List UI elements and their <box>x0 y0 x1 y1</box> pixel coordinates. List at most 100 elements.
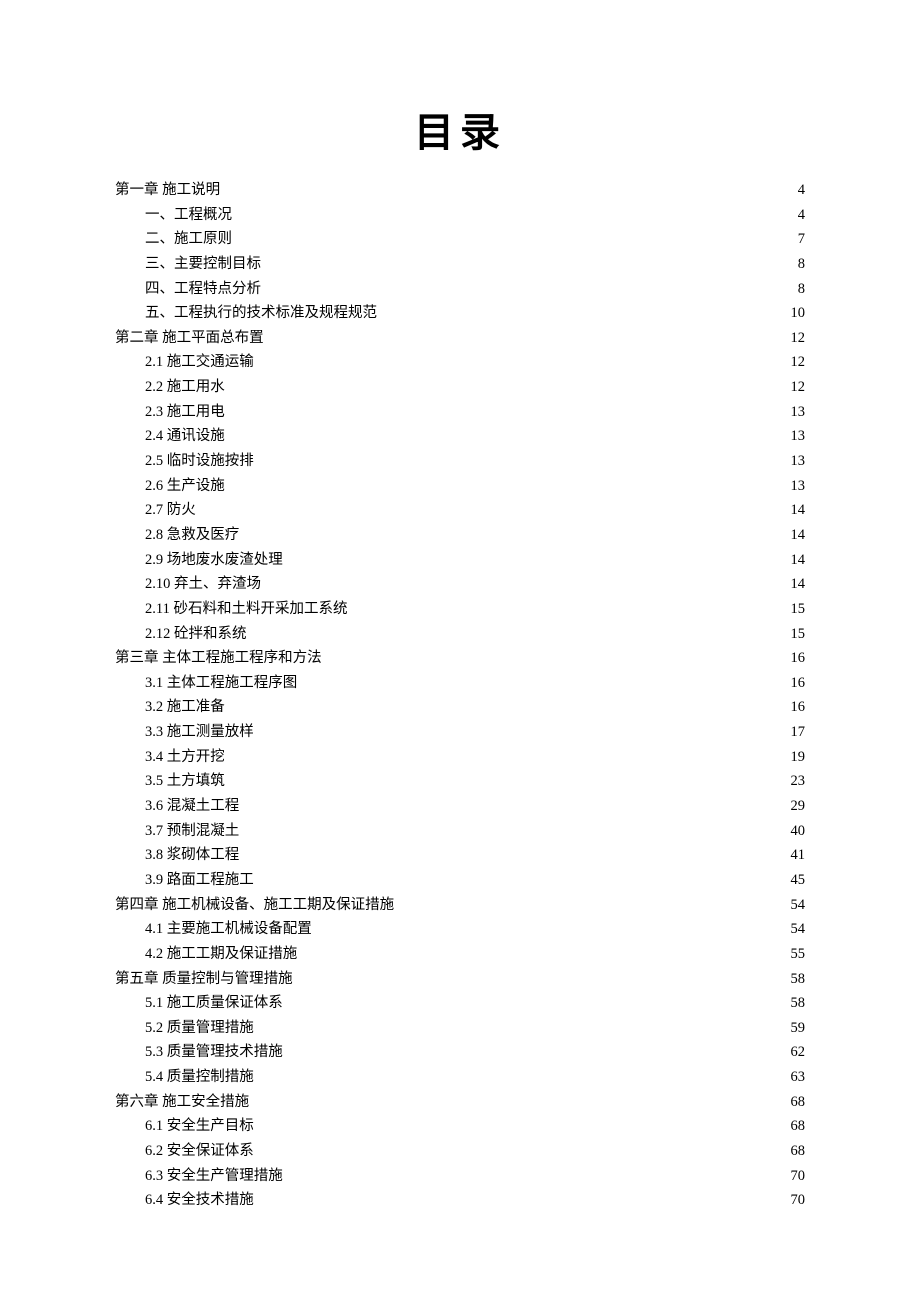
toc-entry-page: 23 <box>791 769 806 794</box>
toc-entry-label: 2.10 弃土、弃渣场 <box>145 572 261 597</box>
toc-entry-label: 四、工程特点分析 <box>145 277 261 302</box>
toc-entry-label: 第一章 施工说明 <box>115 178 220 203</box>
toc-entry: 第六章 施工安全措施 68 <box>115 1090 805 1115</box>
toc-entry: 一、工程概况 4 <box>115 203 805 228</box>
toc-entry-label: 6.2 安全保证体系 <box>145 1139 254 1164</box>
toc-entry: 3.4 土方开挖19 <box>115 745 805 770</box>
toc-entry: 3.5 土方填筑 23 <box>115 769 805 794</box>
toc-entry-page: 58 <box>791 991 806 1016</box>
toc-entry-label: 3.7 预制混凝土 <box>145 819 239 844</box>
toc-entry: 3.6 混凝土工程29 <box>115 794 805 819</box>
toc-entry-label: 2.6 生产设施 <box>145 474 225 499</box>
toc-entry: 5.3 质量管理技术措施62 <box>115 1040 805 1065</box>
toc-entry-page: 14 <box>791 572 806 597</box>
page-container: 目录 第一章 施工说明4一、工程概况 4 二、施工原则 7三、主要控制目标8四、工程特… <box>0 0 920 1293</box>
toc-entry-page: 12 <box>791 350 806 375</box>
toc-entry-label: 2.1 施工交通运输 <box>145 350 254 375</box>
toc-entry: 6.1 安全生产目标 68 <box>115 1114 805 1139</box>
toc-entry-label: 3.9 路面工程施工 <box>145 868 254 893</box>
toc-entry-page: 13 <box>791 400 806 425</box>
page-title: 目录 <box>115 100 805 158</box>
toc-entry: 2.2 施工用水 12 <box>115 375 805 400</box>
toc-entry-page: 55 <box>791 942 806 967</box>
toc-entry-label: 6.4 安全技术措施 <box>145 1188 254 1213</box>
toc-entry-page: 14 <box>791 498 806 523</box>
toc-entry-page: 63 <box>791 1065 806 1090</box>
toc-entry: 2.11 砂石料和土料开采加工系统15 <box>115 597 805 622</box>
toc-entry-page: 12 <box>791 375 806 400</box>
toc-entry: 5.2 质量管理措施59 <box>115 1016 805 1041</box>
toc-entry-label: 6.1 安全生产目标 <box>145 1114 254 1139</box>
toc-entry-page: 54 <box>791 893 806 918</box>
toc-entry-page: 68 <box>791 1114 806 1139</box>
toc-entry-page: 45 <box>791 868 806 893</box>
toc-entry-page: 16 <box>791 695 806 720</box>
toc-entry-label: 3.6 混凝土工程 <box>145 794 239 819</box>
toc-entry: 第五章 质量控制与管理措施 58 <box>115 967 805 992</box>
toc-entry: 2.10 弃土、弃渣场 14 <box>115 572 805 597</box>
toc-entry-page: 16 <box>791 671 806 696</box>
toc-entry: 5.4 质量控制措施 63 <box>115 1065 805 1090</box>
toc-entry: 五、工程执行的技术标准及规程规范 10 <box>115 301 805 326</box>
toc-entry-page: 7 <box>798 227 805 252</box>
toc-entry-page: 59 <box>791 1016 806 1041</box>
toc-entry-label: 5.3 质量管理技术措施 <box>145 1040 283 1065</box>
toc-entry: 3.3 施工测量放样17 <box>115 720 805 745</box>
toc-entry: 4.1 主要施工机械设备配置54 <box>115 917 805 942</box>
toc-entry-page: 14 <box>791 523 806 548</box>
toc-entry-page: 70 <box>791 1164 806 1189</box>
toc-entry-label: 第二章 施工平面总布置 <box>115 326 264 351</box>
toc-entry: 5.1 施工质量保证体系58 <box>115 991 805 1016</box>
toc-entry: 3.8 浆砌体工程 41 <box>115 843 805 868</box>
toc-entry-page: 13 <box>791 424 806 449</box>
toc-entry: 第三章 主体工程施工程序和方法16 <box>115 646 805 671</box>
toc-entry: 3.2 施工准备16 <box>115 695 805 720</box>
toc-entry: 2.1 施工交通运输 12 <box>115 350 805 375</box>
toc-entry: 3.1 主体工程施工程序图 16 <box>115 671 805 696</box>
toc-entry-label: 2.2 施工用水 <box>145 375 225 400</box>
toc-entry: 6.4 安全技术措施 70 <box>115 1188 805 1213</box>
toc-entry-page: 8 <box>798 277 805 302</box>
toc-entry: 第一章 施工说明4 <box>115 178 805 203</box>
toc-entry: 3.9 路面工程施工 45 <box>115 868 805 893</box>
toc-entry-label: 一、工程概况 <box>145 203 232 228</box>
toc-entry-page: 4 <box>798 203 805 228</box>
toc-entry-label: 2.3 施工用电 <box>145 400 225 425</box>
table-of-contents: 第一章 施工说明4一、工程概况 4 二、施工原则 7三、主要控制目标8四、工程特点分析… <box>115 178 805 1213</box>
toc-entry: 2.3 施工用电 13 <box>115 400 805 425</box>
toc-entry-label: 第三章 主体工程施工程序和方法 <box>115 646 322 671</box>
toc-entry: 4.2 施工工期及保证措施 55 <box>115 942 805 967</box>
toc-entry-label: 2.4 通讯设施 <box>145 424 225 449</box>
toc-entry-page: 58 <box>791 967 806 992</box>
toc-entry-page: 13 <box>791 474 806 499</box>
toc-entry-label: 2.7 防火 <box>145 498 196 523</box>
toc-entry-label: 2.5 临时设施按排 <box>145 449 254 474</box>
toc-entry-label: 第四章 施工机械设备、施工工期及保证措施 <box>115 893 394 918</box>
toc-entry-label: 五、工程执行的技术标准及规程规范 <box>145 301 377 326</box>
toc-entry-label: 3.1 主体工程施工程序图 <box>145 671 297 696</box>
toc-entry-label: 6.3 安全生产管理措施 <box>145 1164 283 1189</box>
toc-entry-page: 70 <box>791 1188 806 1213</box>
toc-entry: 2.7 防火 14 <box>115 498 805 523</box>
toc-entry-label: 第六章 施工安全措施 <box>115 1090 249 1115</box>
toc-entry: 6.3 安全生产管理措施 70 <box>115 1164 805 1189</box>
toc-entry-page: 68 <box>791 1090 806 1115</box>
toc-entry-page: 13 <box>791 449 806 474</box>
toc-entry-page: 15 <box>791 622 806 647</box>
toc-entry-page: 12 <box>791 326 806 351</box>
toc-entry-label: 第五章 质量控制与管理措施 <box>115 967 293 992</box>
toc-entry-label: 4.2 施工工期及保证措施 <box>145 942 297 967</box>
toc-entry: 二、施工原则 7 <box>115 227 805 252</box>
toc-entry-page: 10 <box>791 301 806 326</box>
toc-entry-label: 3.8 浆砌体工程 <box>145 843 239 868</box>
toc-entry-page: 40 <box>791 819 806 844</box>
toc-entry-label: 二、施工原则 <box>145 227 232 252</box>
toc-entry-label: 3.5 土方填筑 <box>145 769 225 794</box>
toc-entry-page: 41 <box>791 843 806 868</box>
toc-entry-page: 17 <box>791 720 806 745</box>
toc-entry-label: 2.8 急救及医疗 <box>145 523 239 548</box>
toc-entry: 三、主要控制目标8 <box>115 252 805 277</box>
toc-entry: 2.12 砼拌和系统15 <box>115 622 805 647</box>
toc-entry-page: 19 <box>791 745 806 770</box>
toc-entry-label: 5.4 质量控制措施 <box>145 1065 254 1090</box>
